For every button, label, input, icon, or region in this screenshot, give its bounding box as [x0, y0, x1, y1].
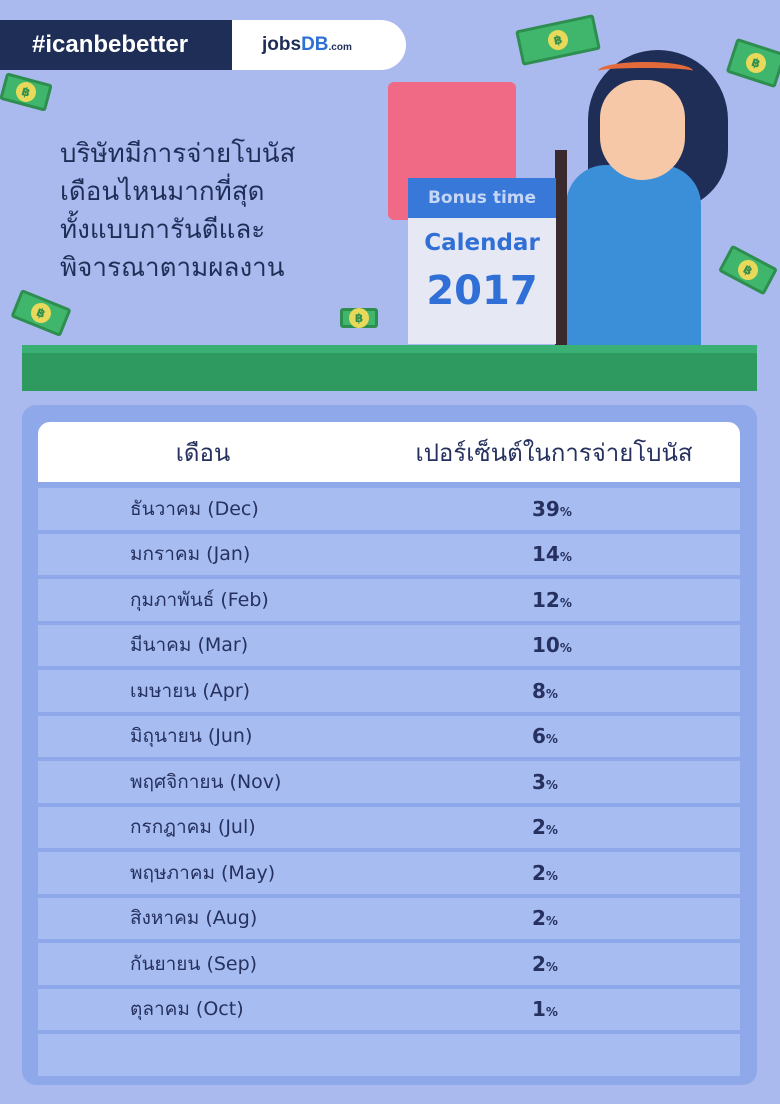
- percent-value: 2: [532, 815, 546, 840]
- percent-unit: %: [545, 914, 558, 929]
- money-bill-icon: [340, 308, 378, 328]
- hashtag-banner: #icanbebetter: [0, 20, 235, 70]
- percent-unit: %: [559, 595, 572, 610]
- column-header-percent: เปอร์เซ็นต์ในการจ่ายโบนัส: [415, 438, 693, 467]
- month-cell: กันยายน (Sep): [130, 952, 258, 975]
- percent-cell: 12%: [478, 588, 572, 612]
- percent-unit: %: [545, 868, 558, 883]
- money-bill-icon: [725, 37, 780, 89]
- jobsdb-logo: jobsDB.com: [232, 20, 406, 70]
- month-cell: สิงหาคม (Aug): [130, 907, 258, 930]
- headline-line: พิจารณาตามผลงาน: [60, 253, 285, 283]
- percent-value: 2: [532, 860, 546, 885]
- percent-value: 14: [532, 542, 560, 567]
- month-cell: มีนาคม (Mar): [130, 634, 249, 657]
- headline: บริษัทมีการจ่ายโบนัส เดือนไหนมากที่สุด ท…: [60, 135, 360, 287]
- logo-suffix: .com: [328, 42, 352, 53]
- calendar-title: Calendar: [424, 230, 540, 256]
- percent-cell: 10%: [478, 633, 572, 657]
- table-row: มิถุนายน (Jun) 6%: [38, 715, 740, 757]
- character-shirt: [566, 165, 701, 345]
- percent-value: 1: [532, 997, 546, 1022]
- percent-unit: %: [545, 959, 558, 974]
- percent-cell: 8%: [478, 679, 558, 703]
- character-headband: [598, 62, 693, 80]
- percent-unit: %: [545, 686, 558, 701]
- percent-unit: %: [545, 1005, 558, 1020]
- table-row: สิงหาคม (Aug) 2%: [38, 897, 740, 939]
- month-cell: มกราคม (Jan): [130, 543, 251, 566]
- month-cell: ธันวาคม (Dec): [130, 497, 259, 520]
- month-cell: มิถุนายน (Jun): [130, 725, 253, 748]
- percent-unit: %: [559, 504, 572, 519]
- percent-cell: 2%: [478, 952, 558, 976]
- percent-value: 6: [532, 724, 546, 749]
- logo-brand: DB: [301, 34, 329, 55]
- percent-unit: %: [545, 777, 558, 792]
- percent-cell: 14%: [478, 542, 572, 566]
- month-cell: พฤศจิกายน (Nov): [130, 770, 282, 793]
- percent-unit: %: [545, 732, 558, 747]
- logo-prefix: jobs: [262, 34, 302, 55]
- table-row: มกราคม (Jan) 14%: [38, 533, 740, 575]
- percent-cell: 1%: [478, 997, 558, 1021]
- table-row: พฤศจิกายน (Nov) 3%: [38, 761, 740, 803]
- table-row: เมษายน (Apr) 8%: [38, 670, 740, 712]
- percent-value: 10: [532, 633, 560, 658]
- table-row: กรกฎาคม (Jul) 2%: [38, 806, 740, 848]
- percent-cell: 2%: [478, 906, 558, 930]
- table-row: พฤษภาคม (May) 2%: [38, 852, 740, 894]
- ground-bar: [22, 345, 757, 391]
- month-cell: พฤษภาคม (May): [130, 861, 276, 884]
- table-row: ธันวาคม (Dec) 39%: [38, 488, 740, 530]
- money-bill-icon: [718, 244, 778, 296]
- character-face: [600, 80, 685, 180]
- percent-unit: %: [559, 550, 572, 565]
- percent-value: 12: [532, 587, 560, 612]
- table-row: กันยายน (Sep) 2%: [38, 943, 740, 985]
- percent-unit: %: [545, 823, 558, 838]
- percent-value: 2: [532, 906, 546, 931]
- percent-unit: %: [559, 641, 572, 656]
- percent-cell: 2%: [478, 815, 558, 839]
- calendar-pole: [555, 150, 567, 345]
- month-cell: เมษายน (Apr): [130, 679, 251, 702]
- money-bill-icon: [0, 72, 53, 112]
- headline-line: เดือนไหนมากที่สุด: [60, 177, 265, 207]
- percent-value: 2: [532, 951, 546, 976]
- table-row: ตุลาคม (Oct) 1%: [38, 988, 740, 1030]
- column-header-month: เดือน: [175, 438, 231, 467]
- percent-cell: 6%: [478, 724, 558, 748]
- percent-cell: 2%: [478, 861, 558, 885]
- table-row: มีนาคม (Mar) 10%: [38, 624, 740, 666]
- month-cell: กรกฎาคม (Jul): [130, 816, 256, 839]
- percent-cell: 39%: [478, 497, 572, 521]
- percent-cell: 3%: [478, 770, 558, 794]
- table-row: กุมภาพันธ์ (Feb) 12%: [38, 579, 740, 621]
- calendar-year: 2017: [426, 268, 538, 314]
- table-row-empty: [38, 1034, 740, 1076]
- month-cell: ตุลาคม (Oct): [130, 998, 244, 1021]
- headline-line: บริษัทมีการจ่ายโบนัส: [60, 139, 296, 169]
- percent-value: 39: [532, 496, 560, 521]
- money-bill-icon: [10, 288, 72, 338]
- percent-value: 8: [532, 678, 546, 703]
- table-body: ธันวาคม (Dec) 39% มกราคม (Jan) 14% กุมภาพันธ…: [38, 488, 740, 1080]
- headline-line: ทั้งแบบการันตีและ: [60, 215, 266, 245]
- calendar-band: Bonus time: [408, 178, 556, 218]
- percent-value: 3: [532, 769, 546, 794]
- money-bill-icon: [515, 14, 601, 66]
- table-header: เดือน เปอร์เซ็นต์ในการจ่ายโบนัส: [38, 422, 740, 482]
- month-cell: กุมภาพันธ์ (Feb): [130, 588, 269, 611]
